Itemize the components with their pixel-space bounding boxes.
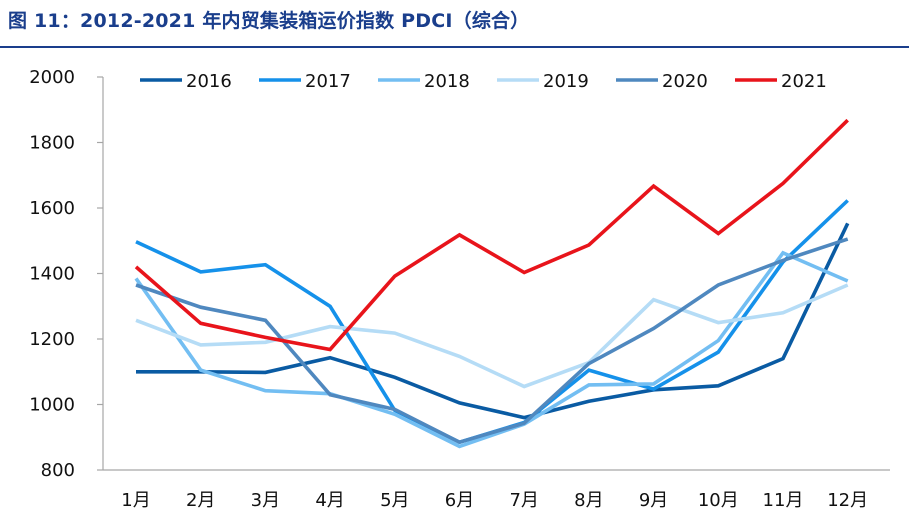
figure-title: 图 11：2012-2021 年内贸集装箱运价指数 PDCI（综合） — [8, 10, 530, 32]
x-tick-label: 11月 — [763, 490, 804, 511]
x-tick-label: 10月 — [698, 490, 739, 511]
series-line-2018 — [134, 250, 849, 449]
legend: 2016 2017 2018 2019 2020 2021 — [140, 71, 827, 92]
legend-label-2020: 2020 — [662, 71, 708, 92]
x-tick-label: 12月 — [827, 490, 868, 511]
legend-label-2019: 2019 — [543, 71, 589, 92]
x-tick-label: 9月 — [639, 490, 668, 511]
legend-label-2021: 2021 — [781, 71, 827, 92]
legend-label-2016: 2016 — [186, 71, 232, 92]
x-axis: 1月 2月 3月 4月 5月 6月 7月 8月 9月 10月 11月 12月 — [103, 469, 890, 511]
series-line-2021 — [134, 118, 849, 352]
title-rule — [0, 46, 909, 48]
legend-label-2018: 2018 — [424, 71, 470, 92]
y-tick-label: 1000 — [29, 395, 75, 416]
x-tick-label: 7月 — [509, 490, 538, 511]
series-line-2016 — [136, 222, 850, 420]
x-tick-label: 3月 — [251, 490, 280, 511]
x-tick-label: 2月 — [186, 490, 215, 511]
y-tick-label: 800 — [41, 460, 75, 481]
x-tick-label: 6月 — [445, 490, 474, 511]
x-tick-label: 1月 — [121, 490, 150, 511]
y-tick-label: 1800 — [29, 133, 75, 154]
x-tick-label: 5月 — [380, 490, 409, 511]
x-tick-label: 8月 — [574, 490, 603, 511]
y-tick-label: 1600 — [29, 198, 75, 219]
y-tick-label: 1400 — [29, 264, 75, 285]
series-lines — [134, 118, 850, 449]
y-tick-label: 2000 — [29, 67, 75, 88]
y-axis: 800 1000 1200 1400 1600 1800 2000 — [29, 67, 104, 481]
x-tick-label: 4月 — [315, 490, 344, 511]
series-line-2019 — [135, 283, 849, 389]
series-line-2020 — [135, 237, 849, 445]
series-line-2017 — [135, 199, 849, 445]
y-tick-label: 1200 — [29, 329, 75, 350]
legend-label-2017: 2017 — [305, 71, 351, 92]
